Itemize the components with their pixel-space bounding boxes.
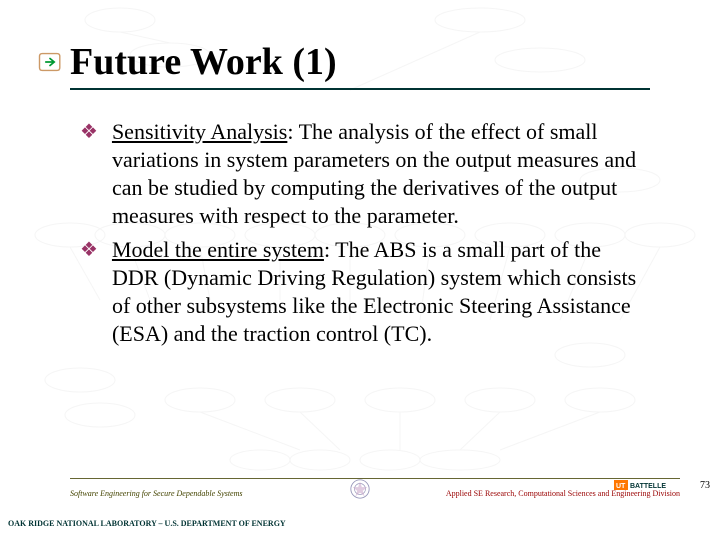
bullet-lead: Sensitivity Analysis <box>112 119 287 144</box>
title-icon <box>36 48 64 76</box>
bullet-lead: Model the entire system <box>112 237 324 262</box>
bullet-marker-icon: ❖ <box>80 236 98 264</box>
sub-footer-text: OAK RIDGE NATIONAL LABORATORY – U.S. DEP… <box>8 519 286 528</box>
svg-text:UT: UT <box>616 483 626 490</box>
footer-divider <box>70 478 680 479</box>
bullet-text: Sensitivity Analysis: The analysis of th… <box>112 118 650 230</box>
footer-seal-icon <box>349 478 371 500</box>
footer-left-text: Software Engineering for Secure Dependab… <box>70 489 242 498</box>
bullet-text: Model the entire system: The ABS is a sm… <box>112 236 650 348</box>
svg-text:BATTELLE: BATTELLE <box>630 483 666 490</box>
page-number: 73 <box>700 480 710 491</box>
list-item: ❖ Sensitivity Analysis: The analysis of … <box>80 118 650 230</box>
title-row: Future Work (1) <box>70 40 650 90</box>
page-title: Future Work (1) <box>70 40 337 84</box>
bullet-marker-icon: ❖ <box>80 118 98 146</box>
bullet-list: ❖ Sensitivity Analysis: The analysis of … <box>70 118 650 348</box>
ut-battelle-logo: UT BATTELLE <box>614 478 674 494</box>
footer: Software Engineering for Secure Dependab… <box>0 480 720 506</box>
list-item: ❖ Model the entire system: The ABS is a … <box>80 236 650 348</box>
